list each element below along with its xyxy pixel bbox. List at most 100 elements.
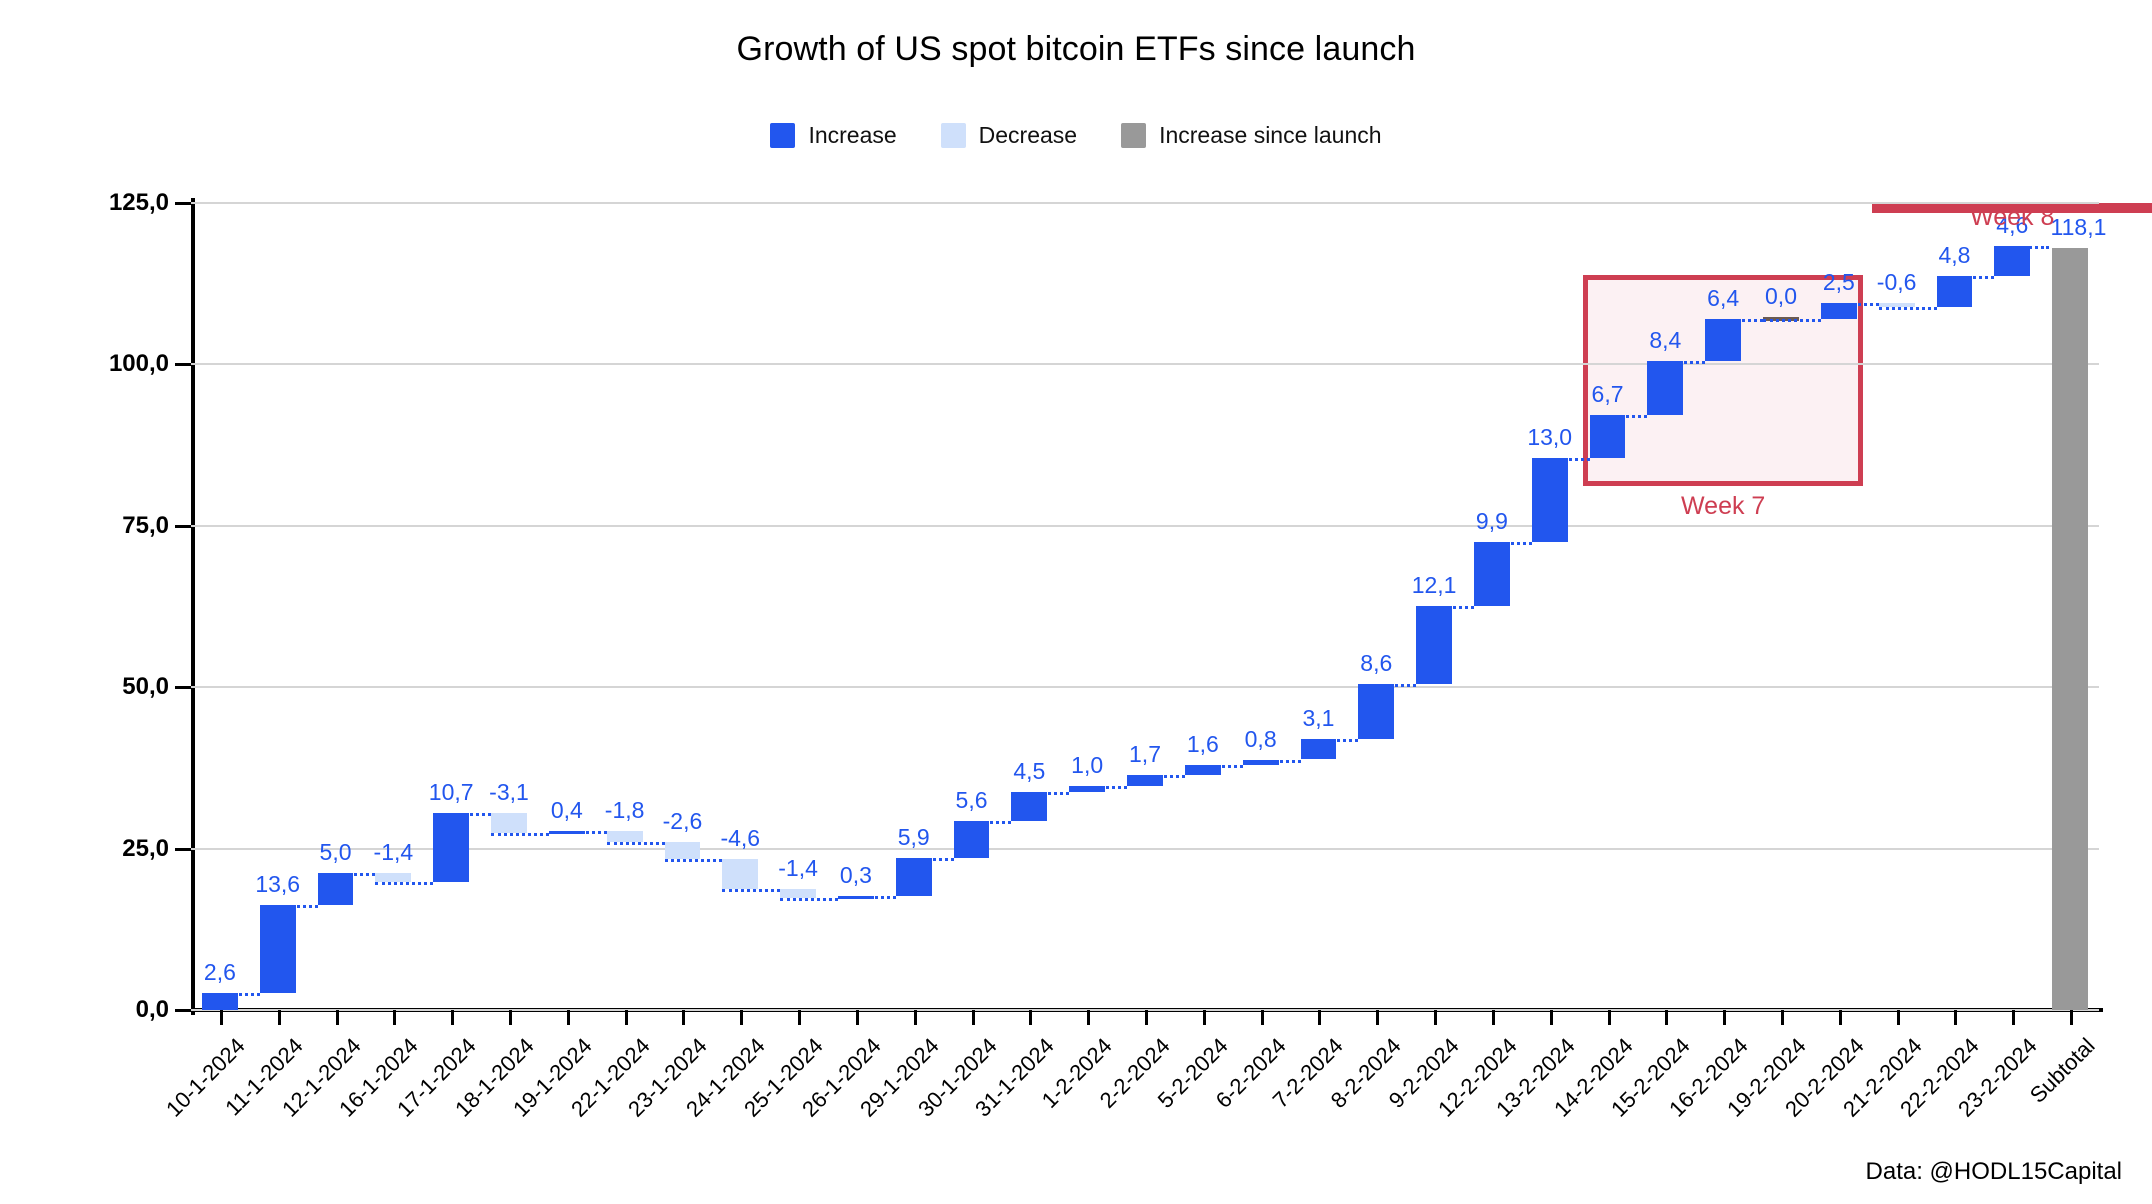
x-tick-mark bbox=[798, 1010, 802, 1025]
x-tick-mark bbox=[1087, 1010, 1091, 1025]
x-tick-mark bbox=[1434, 1010, 1438, 1025]
bar-value-label: 4,5 bbox=[1013, 758, 1046, 785]
bar-value-label: 8,4 bbox=[1649, 326, 1682, 353]
waterfall-bar[interactable] bbox=[433, 813, 470, 883]
waterfall-connector bbox=[1300, 739, 1359, 743]
bar-value-label: 5,6 bbox=[955, 787, 988, 814]
waterfall-bar[interactable] bbox=[491, 813, 527, 834]
waterfall-connector bbox=[1242, 759, 1301, 763]
bar-value-label: 1,7 bbox=[1129, 741, 1161, 767]
y-tick-label: 125,0 bbox=[108, 189, 169, 216]
x-tick-mark bbox=[1954, 1010, 1958, 1025]
chart-legend: Increase Decrease Increase since launch bbox=[0, 122, 2152, 149]
waterfall-bar[interactable] bbox=[1647, 360, 1684, 415]
waterfall-bar-subtotal[interactable] bbox=[2052, 247, 2088, 1010]
waterfall-bar[interactable] bbox=[1011, 792, 1048, 822]
bar-value-label: 3,1 bbox=[1302, 705, 1335, 732]
x-tick-mark bbox=[1549, 1010, 1553, 1025]
waterfall-bar[interactable] bbox=[664, 842, 701, 859]
waterfall-bar[interactable] bbox=[259, 905, 296, 994]
gridline-1250 bbox=[191, 202, 2099, 204]
waterfall-bar[interactable] bbox=[375, 873, 412, 883]
y-tick-label: 25,0 bbox=[122, 834, 169, 862]
waterfall-connector bbox=[953, 821, 1012, 825]
waterfall-bar[interactable] bbox=[895, 857, 932, 896]
waterfall-bar[interactable] bbox=[1531, 458, 1568, 542]
x-tick-mark bbox=[2070, 1010, 2074, 1025]
waterfall-bar[interactable] bbox=[1473, 541, 1510, 606]
y-tick-mark bbox=[175, 524, 191, 528]
legend-item-total[interactable]: Increase since launch bbox=[1121, 122, 1382, 149]
waterfall-connector bbox=[259, 905, 318, 909]
data-source-note: Data: @HODL15Capital bbox=[1865, 1158, 2122, 1185]
bar-value-label: -1,4 bbox=[373, 839, 414, 866]
legend-swatch-total bbox=[1121, 123, 1147, 148]
bar-value-label: 6,4 bbox=[1707, 285, 1740, 312]
waterfall-connector bbox=[1936, 275, 1995, 279]
waterfall-bar[interactable] bbox=[1184, 764, 1221, 775]
y-tick-label: 50,0 bbox=[122, 673, 169, 701]
bar-value-label: 0,3 bbox=[839, 861, 872, 888]
waterfall-bar[interactable] bbox=[201, 993, 238, 1010]
legend-swatch-decrease bbox=[940, 123, 966, 148]
legend-item-increase[interactable]: Increase bbox=[770, 122, 897, 149]
y-tick-label: 75,0 bbox=[122, 511, 169, 539]
x-tick-mark bbox=[1607, 1010, 1611, 1025]
x-tick-mark bbox=[1896, 1010, 1900, 1025]
bar-value-label: 0,0 bbox=[1765, 283, 1797, 310]
waterfall-connector bbox=[1127, 775, 1185, 778]
waterfall-bar[interactable] bbox=[1416, 605, 1452, 684]
bar-value-label: -0,6 bbox=[1876, 269, 1917, 296]
waterfall-connector bbox=[375, 882, 434, 886]
waterfall-connector bbox=[1184, 764, 1243, 768]
y-tick-mark bbox=[175, 686, 191, 690]
waterfall-connector bbox=[1647, 360, 1706, 364]
waterfall-bar[interactable] bbox=[722, 858, 759, 889]
waterfall-bar[interactable] bbox=[1358, 683, 1395, 740]
legend-item-decrease[interactable]: Decrease bbox=[940, 122, 1078, 149]
waterfall-bar[interactable] bbox=[1705, 319, 1742, 361]
x-tick-mark bbox=[1665, 1010, 1669, 1025]
x-tick-mark bbox=[1145, 1010, 1148, 1025]
bar-value-label: -1,4 bbox=[778, 854, 818, 881]
waterfall-bar[interactable] bbox=[1300, 739, 1337, 760]
x-tick-mark bbox=[624, 1010, 628, 1025]
waterfall-bar[interactable] bbox=[1936, 275, 1973, 307]
waterfall-connector bbox=[1994, 246, 2050, 250]
waterfall-connector bbox=[491, 833, 549, 837]
waterfall-bar[interactable] bbox=[780, 888, 816, 898]
waterfall-bar[interactable] bbox=[317, 873, 354, 906]
waterfall-bar[interactable] bbox=[1069, 785, 1106, 793]
bar-value-label: 0,8 bbox=[1244, 725, 1277, 752]
y-axis-line bbox=[191, 198, 195, 1015]
waterfall-connector bbox=[1069, 785, 1128, 789]
bar-value-label: -3,1 bbox=[489, 779, 529, 806]
bar-value-label: 4,8 bbox=[1938, 241, 1971, 268]
x-tick-mark bbox=[566, 1010, 570, 1025]
waterfall-bar[interactable] bbox=[1994, 246, 2031, 276]
highlight-box-week-8 bbox=[1872, 203, 2152, 213]
waterfall-connector bbox=[1358, 683, 1417, 687]
waterfall-bar[interactable] bbox=[606, 830, 643, 843]
waterfall-connector bbox=[1763, 319, 1821, 323]
bar-value-label: 13,6 bbox=[255, 871, 301, 898]
bar-value-label: 13,0 bbox=[1527, 424, 1573, 450]
x-tick-mark bbox=[682, 1010, 686, 1025]
waterfall-bar[interactable] bbox=[1127, 775, 1163, 786]
bar-value-label: 1,0 bbox=[1071, 751, 1104, 778]
x-tick-mark bbox=[451, 1010, 455, 1025]
waterfall-bar[interactable] bbox=[953, 821, 990, 858]
legend-label-total: Increase since launch bbox=[1159, 122, 1382, 148]
bar-value-label: -1,8 bbox=[604, 796, 645, 823]
legend-label-decrease: Decrease bbox=[978, 122, 1078, 148]
bar-value-label: -4,6 bbox=[720, 824, 761, 851]
x-tick-mark bbox=[740, 1010, 744, 1025]
waterfall-bar[interactable] bbox=[1589, 414, 1626, 458]
y-tick-label: 100,0 bbox=[108, 350, 169, 378]
waterfall-bar[interactable] bbox=[1878, 303, 1915, 307]
x-tick-mark bbox=[277, 1010, 281, 1025]
bar-value-label: 1,6 bbox=[1186, 730, 1219, 757]
waterfall-connector bbox=[1589, 414, 1648, 418]
waterfall-bar[interactable] bbox=[1820, 303, 1857, 320]
bar-value-label: 118,1 bbox=[2050, 213, 2107, 240]
